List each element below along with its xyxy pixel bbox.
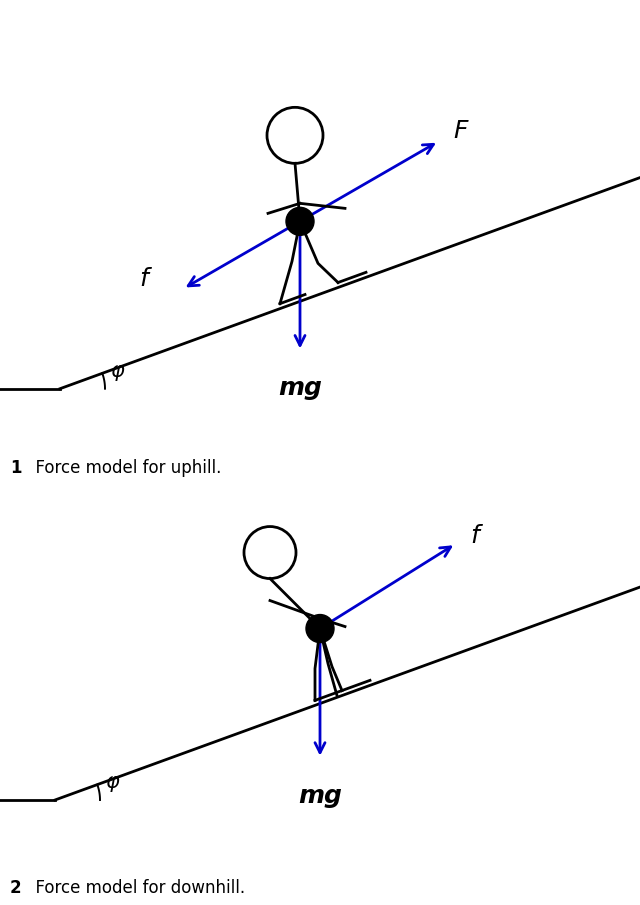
Text: Force model for uphill.: Force model for uphill.	[25, 459, 221, 477]
Text: 2: 2	[10, 879, 22, 897]
Text: 1: 1	[10, 459, 22, 477]
Text: mg: mg	[278, 376, 322, 400]
Text: f: f	[140, 267, 148, 291]
Text: φ: φ	[111, 361, 125, 381]
Text: F: F	[454, 119, 468, 143]
Circle shape	[306, 614, 334, 643]
Circle shape	[286, 207, 314, 235]
Text: Force model for downhill.: Force model for downhill.	[25, 879, 245, 897]
Text: φ: φ	[106, 772, 120, 792]
Text: mg: mg	[298, 784, 342, 807]
Text: f: f	[470, 524, 479, 548]
